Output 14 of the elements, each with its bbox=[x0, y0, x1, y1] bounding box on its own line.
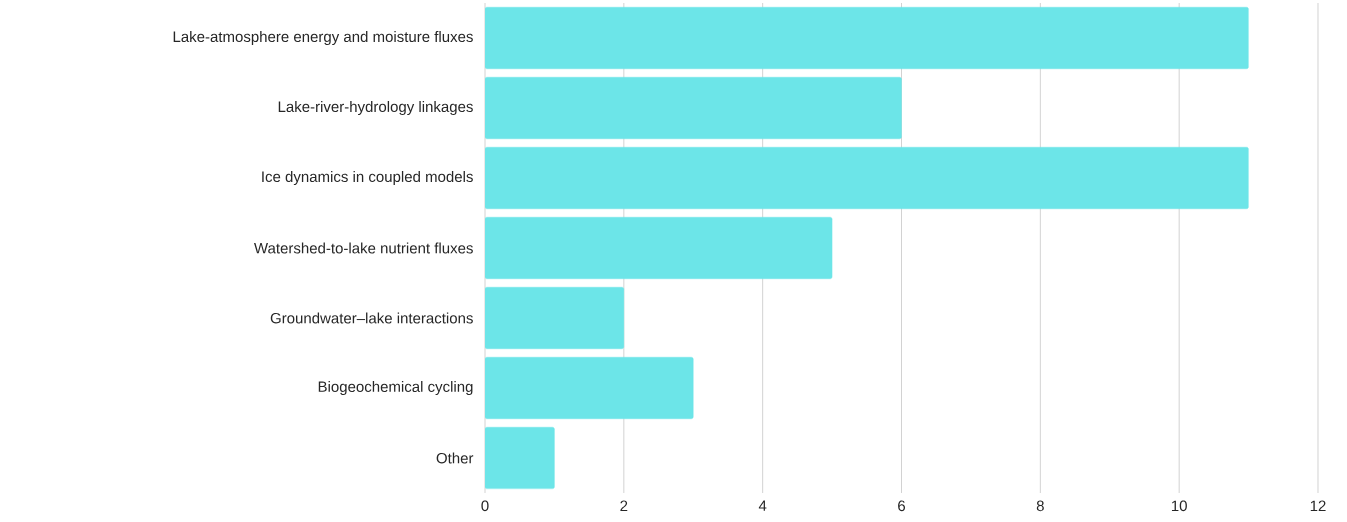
y-tick-label: Watershed-to-lake nutrient fluxes bbox=[254, 242, 473, 254]
x-tick-label: 2 bbox=[620, 500, 628, 511]
x-tick-label: 0 bbox=[481, 500, 489, 512]
y-tick-label: Groundwater–lake interactions bbox=[270, 312, 473, 324]
y-tick-label: Biogeochemical cycling bbox=[318, 381, 473, 395]
x-tick-label: 4 bbox=[758, 500, 767, 511]
y-tick-label: Other bbox=[436, 452, 474, 464]
y-tick-label: Lake-river-hydrology linkages bbox=[278, 101, 473, 115]
x-tick-label: 12 bbox=[1310, 500, 1326, 511]
x-tick-label: 8 bbox=[1036, 500, 1044, 512]
y-tick-label: Ice dynamics in coupled models bbox=[262, 171, 473, 185]
y-tick-label: Lake-atmosphere energy and moisture fluxes bbox=[173, 31, 473, 45]
x-tick-label: 6 bbox=[898, 500, 906, 512]
x-tick-label: 10 bbox=[1171, 500, 1187, 512]
